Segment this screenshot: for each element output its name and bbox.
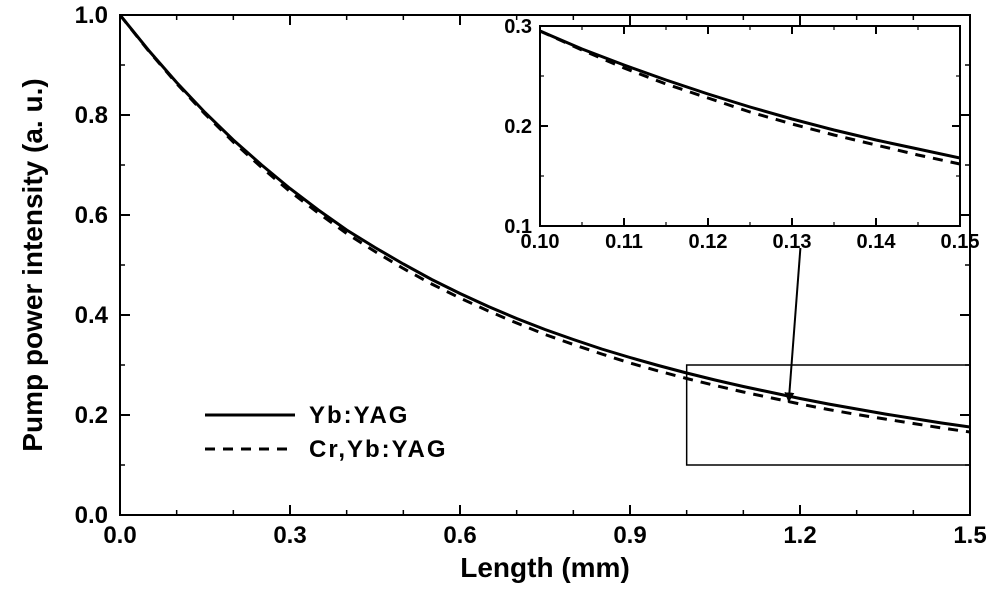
main-ytick-label: 0.4: [75, 302, 109, 329]
main-ytick-label: 0.2: [75, 402, 108, 429]
chart-svg: 0.0 0.3 0.6 0.9 1.2 1.5 0.0 0.2 0.4 0.6 0.8 1.0 Leng…: [0, 0, 1000, 589]
main-xtick-label: 0.3: [273, 522, 306, 549]
inset-xtick-label: 0.13: [773, 231, 812, 253]
main-xtick-label: 0.6: [443, 522, 476, 549]
inset-ytick-label: 0.3: [504, 16, 532, 38]
inset-ytick-label: 0.2: [504, 116, 532, 138]
inset-xtick-label: 0.12: [689, 231, 728, 253]
inset-xtick-label: 0.15: [941, 231, 980, 253]
inset-xtick-label: 0.11: [605, 231, 643, 253]
chart-figure: 0.0 0.3 0.6 0.9 1.2 1.5 0.0 0.2 0.4 0.6 0.8 1.0 Leng…: [0, 0, 1000, 589]
main-xlabel: Length (mm): [460, 552, 630, 583]
inset-ytick-label: 0.1: [504, 216, 532, 238]
main-xtick-label: 0.0: [103, 522, 136, 549]
main-ylabel: Pump power intensity (a. u.): [17, 78, 48, 451]
main-ytick-label: 0.8: [75, 102, 108, 129]
main-ytick-label: 1.0: [75, 2, 108, 29]
main-xtick-label: 1.2: [783, 522, 816, 549]
main-ytick-label: 0.6: [75, 202, 108, 229]
legend-label-solid: Yb:YAG: [309, 402, 409, 429]
main-ytick-label: 0.0: [75, 502, 108, 529]
main-xtick-label: 0.9: [613, 522, 646, 549]
main-xtick-label: 1.5: [953, 522, 986, 549]
legend-label-dash: Cr,Yb:YAG: [309, 436, 447, 463]
inset-xtick-label: 0.14: [857, 231, 897, 253]
